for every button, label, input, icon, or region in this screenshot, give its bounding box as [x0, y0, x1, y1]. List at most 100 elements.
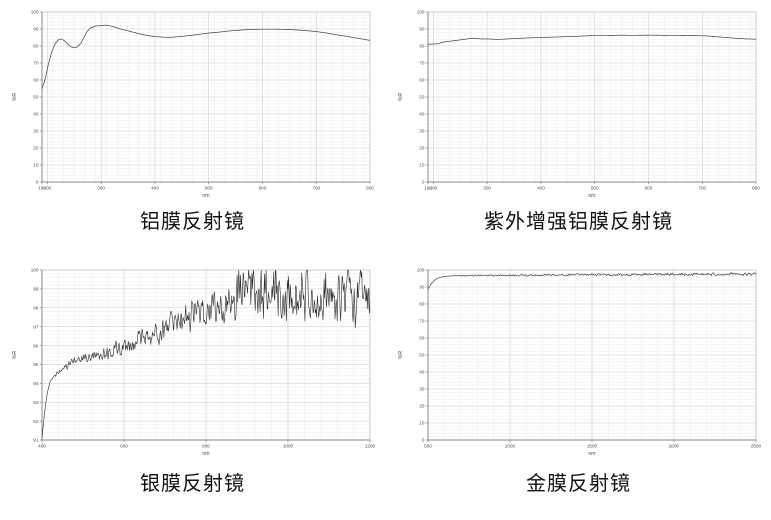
svg-text:%R: %R: [398, 351, 404, 360]
svg-text:1500: 1500: [587, 444, 598, 449]
svg-text:600: 600: [259, 186, 267, 191]
svg-text:1000: 1000: [283, 444, 294, 449]
svg-text:600: 600: [120, 444, 128, 449]
svg-text:100: 100: [417, 268, 425, 273]
svg-text:20: 20: [419, 404, 425, 409]
svg-text:400: 400: [151, 186, 159, 191]
svg-text:800: 800: [366, 186, 374, 191]
svg-text:700: 700: [312, 186, 320, 191]
figure-uv-enhanced-aluminum-mirror: 0 10 20 30 40 50 60 70 80 90 100 190 200 300 400 500 600…: [386, 0, 771, 255]
svg-text:nm: nm: [202, 451, 209, 457]
svg-text:1200: 1200: [365, 444, 376, 449]
svg-text:1000: 1000: [505, 444, 516, 449]
grid-layer: [41, 11, 371, 183]
svg-text:99: 99: [33, 287, 39, 292]
svg-text:30: 30: [33, 129, 39, 134]
svg-text:10: 10: [33, 163, 39, 168]
svg-text:80: 80: [419, 44, 425, 49]
svg-text:60: 60: [419, 336, 425, 341]
svg-text:500: 500: [205, 186, 213, 191]
svg-text:800: 800: [202, 444, 210, 449]
svg-text:20: 20: [419, 146, 425, 151]
plot-area-silver-mirror: 91 92 93 94 95 96 97 98 99 100 400 600 800 1000 1200 nm…: [0, 258, 385, 463]
figure-aluminum-mirror: 0 10 20 30 40 50 60 70 80 90 100 190 200 300 400 500 600…: [0, 0, 385, 255]
figure-caption-silver-mirror: 银膜反射镜: [140, 473, 245, 495]
svg-text:94: 94: [33, 381, 39, 386]
svg-text:300: 300: [483, 186, 491, 191]
figure-silver-mirror: 91 92 93 94 95 96 97 98 99 100 400 600 800 1000 1200 nm…: [0, 258, 385, 520]
svg-text:400: 400: [38, 444, 46, 449]
plot-area-uv-enhanced-aluminum-mirror: 0 10 20 30 40 50 60 70 80 90 100 190 200 300 400 500 600…: [386, 0, 771, 205]
figure-caption-gold-mirror: 金膜反射镜: [526, 473, 631, 495]
svg-text:100: 100: [31, 268, 39, 273]
svg-text:50: 50: [419, 95, 425, 100]
svg-text:70: 70: [33, 61, 39, 66]
svg-text:%R: %R: [12, 351, 18, 360]
svg-text:190: 190: [424, 186, 432, 191]
svg-text:98: 98: [33, 305, 39, 310]
svg-text:97: 97: [33, 324, 39, 329]
svg-text:95: 95: [33, 362, 39, 367]
svg-text:50: 50: [419, 353, 425, 358]
svg-text:190: 190: [38, 186, 46, 191]
svg-text:300: 300: [97, 186, 105, 191]
svg-text:nm: nm: [202, 193, 209, 199]
svg-text:nm: nm: [588, 451, 595, 457]
figure-caption-aluminum-mirror: 铝膜反射镜: [140, 211, 245, 233]
svg-text:10: 10: [419, 421, 425, 426]
svg-text:0: 0: [422, 438, 425, 443]
svg-text:0: 0: [36, 180, 39, 185]
svg-text:2000: 2000: [669, 444, 680, 449]
grid-layer: [427, 11, 757, 183]
grid-layer: [427, 269, 757, 441]
svg-text:80: 80: [33, 44, 39, 49]
svg-text:nm: nm: [588, 193, 595, 199]
svg-text:60: 60: [419, 78, 425, 83]
svg-text:500: 500: [424, 444, 432, 449]
svg-text:40: 40: [33, 112, 39, 117]
svg-text:30: 30: [419, 129, 425, 134]
figure-gold-mirror: 0 10 20 30 40 50 60 70 80 90 100 500 1000 1500 2000 250…: [386, 258, 771, 520]
svg-text:10: 10: [419, 163, 425, 168]
svg-text:90: 90: [419, 285, 425, 290]
svg-text:60: 60: [33, 78, 39, 83]
svg-text:600: 600: [645, 186, 653, 191]
svg-text:91: 91: [33, 438, 39, 443]
svg-text:800: 800: [752, 186, 760, 191]
svg-text:0: 0: [422, 180, 425, 185]
svg-text:100: 100: [31, 10, 39, 15]
svg-text:70: 70: [419, 319, 425, 324]
chart-svg-silver-mirror: 91 92 93 94 95 96 97 98 99 100 400 600 800 1000 1200 nm…: [12, 268, 376, 457]
svg-text:80: 80: [419, 302, 425, 307]
svg-text:90: 90: [419, 27, 425, 32]
svg-text:2500: 2500: [751, 444, 762, 449]
svg-text:%R: %R: [12, 93, 18, 102]
svg-text:100: 100: [417, 10, 425, 15]
svg-text:200: 200: [430, 186, 438, 191]
data-series-line: [42, 270, 370, 439]
svg-text:70: 70: [419, 61, 425, 66]
svg-text:92: 92: [33, 419, 39, 424]
svg-text:500: 500: [591, 186, 599, 191]
svg-text:90: 90: [33, 27, 39, 32]
svg-text:40: 40: [419, 370, 425, 375]
svg-text:30: 30: [419, 387, 425, 392]
data-series-line: [428, 34, 756, 45]
svg-text:50: 50: [33, 95, 39, 100]
data-series-line: [428, 272, 756, 290]
plot-area-gold-mirror: 0 10 20 30 40 50 60 70 80 90 100 500 1000 1500 2000 250…: [386, 258, 771, 463]
svg-text:96: 96: [33, 343, 39, 348]
svg-text:700: 700: [698, 186, 706, 191]
svg-text:93: 93: [33, 400, 39, 405]
chart-svg-gold-mirror: 0 10 20 30 40 50 60 70 80 90 100 500 1000 1500 2000 250…: [398, 268, 762, 457]
svg-text:200: 200: [44, 186, 52, 191]
figure-caption-uv-enhanced-aluminum-mirror: 紫外增强铝膜反射镜: [484, 211, 673, 233]
svg-text:%R: %R: [398, 93, 404, 102]
plot-area-aluminum-mirror: 0 10 20 30 40 50 60 70 80 90 100 190 200 300 400 500 600…: [0, 0, 385, 205]
svg-text:40: 40: [419, 112, 425, 117]
svg-text:20: 20: [33, 146, 39, 151]
svg-text:400: 400: [537, 186, 545, 191]
